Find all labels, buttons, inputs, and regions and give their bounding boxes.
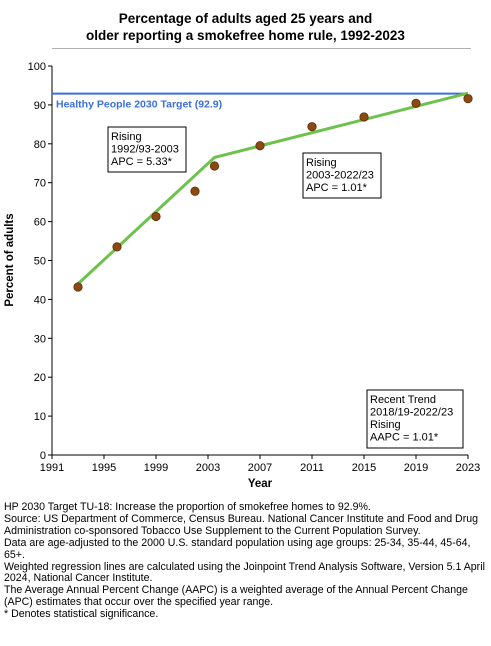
annotation-frame (107, 126, 187, 173)
data-point (307, 122, 317, 132)
annotation-text: Rising (306, 157, 337, 169)
data-point (255, 141, 265, 151)
x-tick-label: 2023 (456, 462, 480, 474)
y-tick-label: 80 (34, 139, 46, 151)
annotation-text: 2003-2022/23 (306, 170, 374, 182)
annotation-text: APC = 5.33* (111, 156, 173, 168)
annotation-text: 1992/93-2003 (111, 144, 179, 156)
data-point (209, 161, 220, 171)
data-point (73, 282, 83, 292)
x-tick-label: 1991 (40, 462, 64, 474)
x-tick-label: 2019 (404, 462, 428, 474)
chart-marks: Healthy People 2030 Target (92.9) (52, 91, 473, 292)
annotation-frame (302, 152, 382, 199)
data-point (190, 186, 200, 196)
y-tick-label: 90 (34, 100, 46, 112)
x-tick-label: 2007 (248, 462, 272, 474)
annotation-text: Rising (370, 419, 401, 431)
footnote-aapc: The Average Annual Percent Change (AAPC)… (4, 584, 468, 609)
annotation-text: Recent Trend (370, 394, 436, 406)
x-tick-label: 1999 (144, 462, 168, 474)
y-tick-label: 20 (34, 372, 46, 384)
y-tick-label: 10 (34, 411, 46, 423)
footnote-source: Source: US Department of Commerce, Censu… (4, 512, 479, 537)
y-tick-label: 50 (34, 256, 46, 268)
title-divider (52, 48, 471, 49)
x-tick-label: 2011 (300, 462, 324, 474)
y-tick-label: 60 (34, 217, 46, 229)
axes: 0 10 20 30 40 50 60 70 80 90 100 1991 1995 1999 2003 20… (28, 61, 481, 474)
target-label: Healthy People 2030 Target (92.9) (56, 99, 222, 111)
annotation-text: Rising (111, 131, 142, 143)
y-axis-label: Percent of adults (4, 213, 16, 306)
trend-line (76, 91, 469, 285)
chart-canvas: 0 10 20 30 40 50 60 70 80 90 100 1991 1995 1999 2003 20… (4, 61, 481, 490)
chart-title-line-2: older reporting a smokefree home rule, 1… (86, 28, 405, 43)
data-point (151, 211, 161, 222)
footnote-target: HP 2030 Target TU-18: Increase the propo… (4, 501, 371, 513)
x-axis-label: Year (248, 478, 273, 490)
data-point (112, 242, 122, 252)
annotation-text: APC = 1.01* (306, 182, 368, 194)
data-point (411, 98, 421, 108)
x-tick-label: 2003 (196, 462, 220, 474)
annotation-text: AAPC = 1.01* (370, 432, 439, 444)
y-tick-label: 100 (28, 61, 46, 73)
x-tick-label: 1995 (92, 462, 116, 474)
y-tick-label: 30 (34, 333, 46, 345)
annotation-text: 2018/19-2022/23 (370, 407, 453, 419)
y-tick-label: 0 (40, 450, 46, 462)
y-tick-label: 40 (34, 294, 46, 306)
y-tick-label: 70 (34, 178, 46, 190)
data-point (359, 112, 369, 122)
x-tick-label: 2015 (352, 462, 376, 474)
footnote-significance: * Denotes statistical significance. (4, 608, 159, 621)
footnote-regression: Weighted regression lines are calculated… (4, 560, 485, 585)
chart-title: Percentage of adults aged 25 years and o… (0, 10, 491, 44)
data-point (463, 94, 473, 104)
footnote-age-adjustment: Data are age-adjusted to the 2000 U.S. s… (4, 536, 471, 561)
footnotes: HP 2030 Target TU-18: Increase the propo… (4, 501, 488, 621)
chart-title-line-1: Percentage of adults aged 25 years and (118, 11, 373, 26)
annotation-frame (366, 389, 464, 449)
